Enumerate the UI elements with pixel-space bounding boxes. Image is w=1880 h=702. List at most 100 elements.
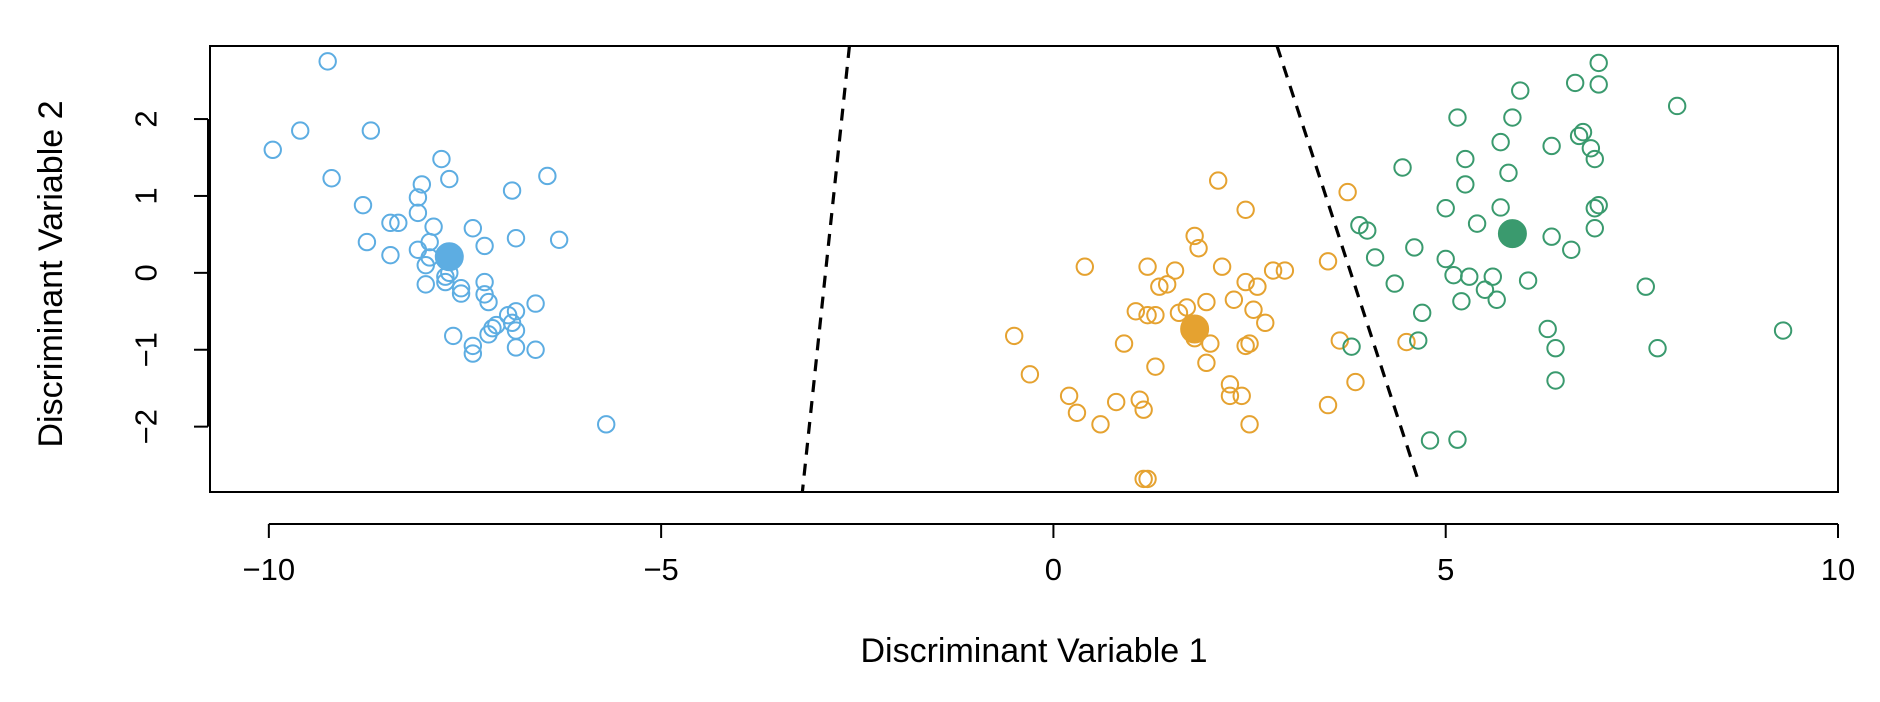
data-point bbox=[1585, 219, 1604, 238]
data-point bbox=[291, 121, 310, 140]
data-point bbox=[1134, 469, 1153, 489]
data-point bbox=[1460, 267, 1479, 286]
data-point bbox=[1412, 303, 1432, 323]
data-point bbox=[416, 275, 435, 294]
data-point bbox=[1385, 274, 1404, 293]
data-point bbox=[420, 232, 439, 252]
data-point bbox=[1365, 248, 1385, 267]
data-point bbox=[1220, 375, 1240, 394]
data-point bbox=[526, 340, 545, 359]
class-centroids bbox=[434, 219, 1527, 344]
data-point bbox=[463, 219, 483, 238]
data-point bbox=[1393, 158, 1412, 177]
data-point bbox=[389, 213, 408, 233]
data-point bbox=[1020, 365, 1040, 384]
x-tick-label: 10 bbox=[1821, 552, 1855, 587]
y-tick-label: 1 bbox=[129, 187, 164, 204]
y-axis: −2 −1 0 1 2 bbox=[129, 110, 209, 444]
data-point bbox=[1004, 326, 1024, 346]
data-point bbox=[1636, 277, 1655, 296]
data-point bbox=[1146, 305, 1165, 325]
data-point bbox=[1773, 321, 1793, 340]
data-point bbox=[1189, 239, 1208, 258]
data-point bbox=[506, 302, 526, 321]
data-point bbox=[1491, 198, 1510, 217]
data-point bbox=[436, 272, 455, 292]
data-point bbox=[1562, 240, 1581, 259]
data-point bbox=[1573, 122, 1593, 142]
data-point bbox=[1436, 199, 1455, 218]
y-tick-label: 2 bbox=[129, 110, 164, 127]
data-point bbox=[475, 272, 494, 292]
data-point bbox=[424, 217, 443, 236]
data-point bbox=[1420, 431, 1440, 450]
data-point bbox=[1150, 277, 1169, 296]
data-point bbox=[1236, 272, 1255, 292]
data-point bbox=[1114, 334, 1134, 353]
data-point bbox=[1318, 395, 1338, 415]
data-point bbox=[1256, 313, 1275, 333]
data-point bbox=[463, 344, 483, 363]
class-centroid bbox=[434, 242, 464, 272]
data-point bbox=[1538, 319, 1557, 339]
data-point bbox=[1448, 430, 1467, 449]
data-point bbox=[1130, 390, 1149, 409]
data-point bbox=[1201, 334, 1220, 353]
data-point bbox=[1542, 136, 1561, 156]
data-point bbox=[451, 279, 471, 298]
data-point bbox=[1589, 75, 1608, 94]
data-point bbox=[1165, 261, 1185, 280]
data-point bbox=[1483, 267, 1502, 286]
data-point bbox=[1518, 271, 1538, 290]
data-point bbox=[1448, 108, 1467, 127]
data-point bbox=[526, 294, 545, 313]
data-point bbox=[1565, 73, 1585, 93]
x-axis-title: Discriminant Variable 1 bbox=[860, 632, 1207, 670]
data-point bbox=[1499, 163, 1518, 183]
data-point bbox=[1212, 257, 1232, 276]
data-point bbox=[1409, 331, 1428, 350]
data-point bbox=[408, 188, 428, 207]
data-point bbox=[475, 236, 494, 256]
data-point bbox=[1397, 332, 1416, 352]
data-point bbox=[479, 292, 498, 312]
data-point bbox=[1589, 195, 1608, 215]
data-point bbox=[1569, 126, 1589, 146]
data-point bbox=[1185, 226, 1204, 246]
data-point bbox=[322, 169, 341, 188]
data-point bbox=[549, 230, 569, 249]
data-point bbox=[1275, 261, 1295, 280]
data-point bbox=[416, 255, 435, 275]
class-centroid bbox=[1497, 219, 1527, 249]
data-point bbox=[1146, 357, 1165, 376]
data-point bbox=[506, 338, 526, 357]
data-point bbox=[1467, 214, 1487, 233]
x-tick-label: 5 bbox=[1437, 552, 1454, 587]
data-point bbox=[353, 195, 373, 215]
data-point bbox=[357, 232, 377, 252]
x-tick-label: −10 bbox=[243, 552, 296, 587]
data-point bbox=[1342, 337, 1361, 356]
data-point bbox=[1091, 415, 1110, 434]
y-tick-label: −2 bbox=[129, 409, 164, 444]
y-tick-label: 0 bbox=[129, 264, 164, 281]
data-point bbox=[1138, 305, 1157, 325]
data-point bbox=[1648, 339, 1667, 358]
data-point bbox=[1585, 149, 1604, 169]
data-point bbox=[1452, 292, 1471, 311]
data-point bbox=[597, 415, 616, 434]
data-point bbox=[1067, 403, 1087, 422]
data-point bbox=[1224, 290, 1244, 309]
data-point bbox=[1456, 149, 1475, 169]
data-point bbox=[1240, 334, 1259, 353]
data-point bbox=[1126, 302, 1146, 321]
data-point bbox=[1542, 227, 1561, 246]
data-point bbox=[506, 229, 526, 248]
decision-boundary-2 bbox=[1275, 46, 1420, 481]
data-point bbox=[1263, 261, 1283, 280]
x-tick-label: 0 bbox=[1045, 552, 1062, 587]
data-point bbox=[1197, 353, 1216, 373]
data-point bbox=[1475, 280, 1495, 299]
data-point bbox=[451, 284, 471, 303]
data-point bbox=[1138, 257, 1157, 276]
